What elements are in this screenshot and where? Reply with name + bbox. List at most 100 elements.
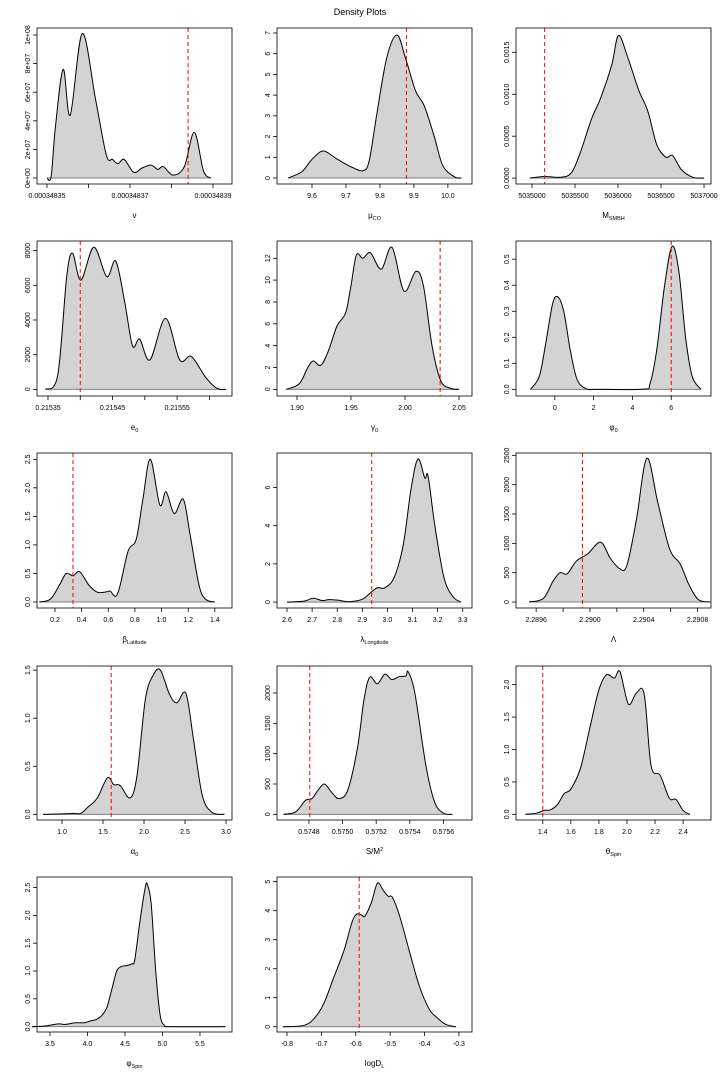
- density-curve: [45, 246, 227, 391]
- x-tick-label: 5.0: [158, 1041, 168, 1048]
- y-tick-label: 6: [265, 322, 272, 326]
- x-tick-label: 2.4: [678, 829, 688, 836]
- y-tick-label: 2: [265, 562, 272, 566]
- density-curve: [283, 670, 453, 815]
- x-tick-label: 9.8: [375, 193, 385, 200]
- x-tick-label: 1.6: [566, 829, 576, 836]
- density-panel: 1.4 1.6 1.8 2.0 2.2 2.4 0.0 0.5 1.0 1.5 2.0 θSpin: [504, 665, 712, 858]
- x-tick-label: 2.7: [307, 617, 317, 624]
- y-tick-label: 2.5: [25, 454, 32, 464]
- x-tick-label: 2.2908: [687, 617, 709, 624]
- plot-frame: [276, 452, 473, 609]
- y-tick-label: 2: [265, 967, 272, 971]
- x-tick-label: -0.7: [315, 1041, 327, 1048]
- y-tick-label: 1e+08: [25, 25, 32, 45]
- density-area: [525, 670, 690, 815]
- x-tick-label: 2.8: [332, 617, 342, 624]
- x-tick-label: 0.5756: [433, 829, 455, 836]
- x-tick-label: 10.0: [441, 193, 455, 200]
- plot-frame: [515, 665, 712, 821]
- density-area: [282, 882, 456, 1027]
- density-area: [530, 245, 701, 390]
- x-tick-label: -0.3: [453, 1041, 465, 1048]
- x-axis-label: βLatitude: [122, 635, 146, 646]
- x-tick-label: 4: [630, 405, 634, 412]
- y-tick-label: 0.0: [25, 597, 32, 607]
- y-tick-label: 1.0: [504, 745, 511, 755]
- y-tick-label: 0.0: [25, 1022, 32, 1032]
- y-tick-label: 2.0: [25, 910, 32, 920]
- x-tick-label: 3.1: [408, 617, 418, 624]
- x-tick-label: -0.4: [419, 1041, 431, 1048]
- y-tick-label: 2000: [504, 477, 511, 493]
- y-tick-label: 8: [265, 300, 272, 304]
- y-tick-label: 1: [265, 996, 272, 1000]
- y-tick-label: 0.0: [504, 384, 511, 394]
- y-tick-label: 2000: [25, 347, 32, 363]
- density-area: [286, 246, 460, 390]
- density-panel: 0.00034835 0.00034837 0.00034839 0e+00 2e+07…: [25, 25, 233, 220]
- x-tick-label: 5.5: [195, 1041, 205, 1048]
- plot-frame: [36, 876, 233, 1033]
- x-tick-label: 1.4: [538, 829, 548, 836]
- y-tick-label: 0.5: [504, 777, 511, 787]
- y-tick-label: 1000: [265, 746, 272, 762]
- x-tick-label: 5036500: [647, 193, 674, 200]
- y-tick-label: 500: [265, 778, 272, 790]
- density-panel: 1.90 1.95 2.00 2.05 0 2 4 6 8 10 12 γ0: [265, 240, 473, 434]
- y-tick-label: 0.2: [504, 332, 511, 342]
- density-area: [529, 458, 711, 603]
- plot-frame: [276, 876, 473, 1033]
- density-panel: 3.5 4.0 4.5 5.0 5.5 0.0 0.5 1.0 1.5 2.0 2.5 φSpin: [25, 876, 233, 1070]
- y-tick-label: 0: [265, 812, 272, 816]
- y-tick-label: 0: [25, 387, 32, 391]
- y-tick-label: 8000: [25, 243, 32, 259]
- x-axis-label: S/M2: [366, 847, 383, 856]
- y-tick-label: 1.0: [25, 713, 32, 723]
- x-tick-label: 3.3: [458, 617, 468, 624]
- density-curve: [287, 458, 462, 603]
- y-tick-label: 0.1: [504, 358, 511, 368]
- plot-frame: [36, 240, 233, 397]
- y-tick-label: 0e+00: [25, 168, 32, 188]
- x-tick-label: 2.6: [282, 617, 292, 624]
- x-tick-label: 3.2: [433, 617, 443, 624]
- y-tick-label: 5: [265, 72, 272, 76]
- x-tick-label: 1.4: [210, 617, 220, 624]
- y-tick-label: 0.5: [25, 568, 32, 578]
- x-tick-label: 0.2: [50, 617, 60, 624]
- y-tick-label: 2.0: [504, 680, 511, 690]
- y-tick-label: 0.0: [504, 809, 511, 819]
- y-tick-label: 4: [265, 344, 272, 348]
- x-tick-label: -0.6: [350, 1041, 362, 1048]
- x-tick-label: 0.21535: [35, 405, 60, 412]
- x-tick-label: 3.0: [221, 829, 231, 836]
- density-area: [47, 33, 211, 181]
- density-area: [283, 670, 453, 815]
- density-curve: [285, 246, 460, 390]
- y-tick-label: 1.5: [25, 511, 32, 521]
- x-axis-label: Λ: [611, 635, 617, 644]
- x-tick-label: 1.2: [183, 617, 193, 624]
- density-panel: 0.21535 0.21545 0.21555 0 2000 4000 6000 8000 e0: [25, 240, 233, 434]
- x-tick-label: 2.2900: [579, 617, 601, 624]
- y-tick-label: 10: [265, 276, 272, 284]
- density-area: [529, 35, 705, 179]
- y-tick-label: 3: [265, 938, 272, 942]
- x-tick-label: -0.8: [281, 1041, 293, 1048]
- y-tick-label: 0: [265, 600, 272, 604]
- x-axis-label: MSMBH: [602, 211, 625, 222]
- plot-frame: [276, 665, 473, 821]
- x-tick-label: 1.90: [290, 405, 304, 412]
- y-tick-label: 0.0010: [504, 83, 511, 105]
- y-tick-label: 4e+07: [25, 111, 32, 131]
- x-tick-label: 9.6: [307, 193, 317, 200]
- y-tick-label: 1.5: [25, 938, 32, 948]
- y-tick-label: 2e+07: [25, 139, 32, 159]
- y-tick-label: 2.5: [25, 883, 32, 893]
- x-axis-label: γ0: [371, 423, 378, 434]
- y-tick-label: 1000: [504, 535, 511, 551]
- density-area: [31, 882, 226, 1027]
- y-tick-label: 8e+07: [25, 54, 32, 74]
- plot-frame: [36, 665, 233, 821]
